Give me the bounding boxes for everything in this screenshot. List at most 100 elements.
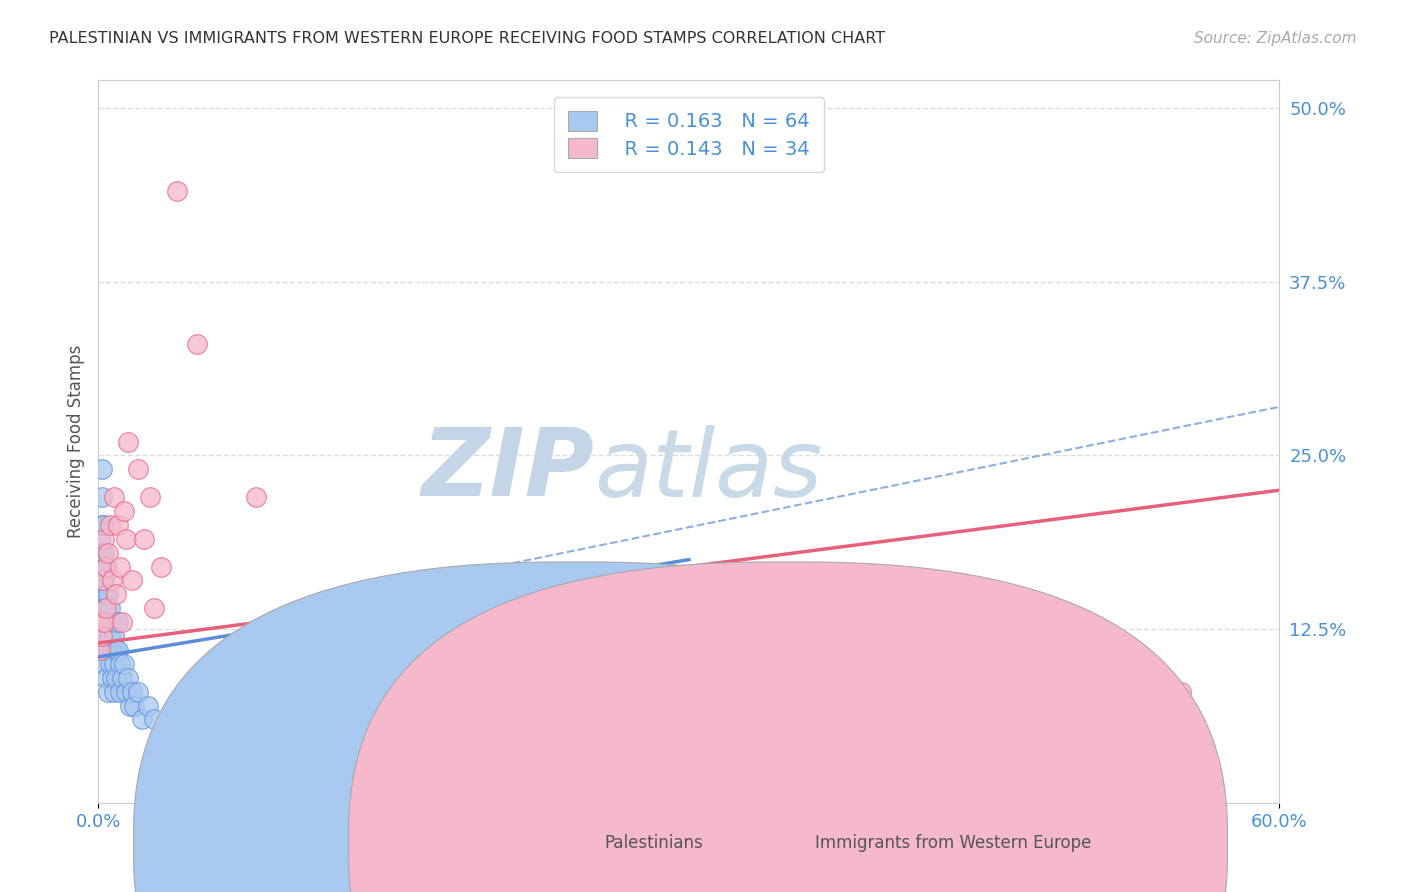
Point [166,185,188,199]
Point [96,559,118,574]
Point [121,684,143,698]
Point [89,643,111,657]
Point [93,517,115,532]
Point [91,629,114,643]
Point [103,657,125,671]
Point [93,546,115,560]
Point [142,601,165,615]
Point [96,615,118,630]
Point [97,615,120,630]
Point [225,768,247,782]
Point [112,657,135,671]
Point [186,337,208,351]
Point [91,490,114,504]
Point [245,490,267,504]
Point [520,781,543,796]
Point [103,629,125,643]
Point [91,629,114,643]
Point [98,629,121,643]
Point [107,517,129,532]
Point [108,559,131,574]
Text: Immigrants from Western Europe: Immigrants from Western Europe [815,834,1092,852]
Point [91,546,114,560]
Point [112,504,135,518]
Point [105,643,128,657]
Point [91,574,114,588]
Point [166,740,188,755]
Point [107,643,129,657]
Point [93,601,115,615]
Point [101,671,124,685]
Point [157,740,180,755]
Point [132,532,155,546]
Point [91,462,114,476]
Point [98,517,121,532]
Point [93,574,115,588]
Point [121,574,143,588]
Point [103,684,125,698]
Point [91,517,114,532]
Point [89,615,111,630]
Point [1111,643,1133,657]
Point [678,643,700,657]
Point [127,684,149,698]
Point [91,574,114,588]
Point [363,789,385,803]
Point [138,490,160,504]
Point [107,615,129,630]
Point [96,559,118,574]
Point [117,671,139,685]
Point [96,671,118,685]
Point [127,462,149,476]
Point [101,574,124,588]
Point [96,587,118,601]
Point [108,684,131,698]
Point [108,657,131,671]
Point [441,629,464,643]
Point [93,629,115,643]
Text: PALESTINIAN VS IMMIGRANTS FROM WESTERN EUROPE RECEIVING FOOD STAMPS CORRELATION : PALESTINIAN VS IMMIGRANTS FROM WESTERN E… [49,31,886,46]
Point [111,615,134,630]
Point [89,532,111,546]
Point [96,643,118,657]
Text: Source: ZipAtlas.com: Source: ZipAtlas.com [1194,31,1357,46]
Point [122,698,145,713]
Point [97,587,120,601]
Y-axis label: Receiving Food Stamps: Receiving Food Stamps [66,345,84,538]
Point [93,657,115,671]
Point [441,781,464,796]
Legend:   R = 0.163   N = 64,   R = 0.143   N = 34: R = 0.163 N = 64, R = 0.143 N = 34 [554,97,824,172]
Point [98,657,121,671]
Point [93,532,115,546]
Point [89,643,111,657]
Point [91,601,114,615]
Point [875,643,897,657]
Point [89,559,111,574]
Point [97,643,120,657]
Point [150,559,173,574]
Point [101,615,124,630]
Point [115,532,138,546]
Point [1170,684,1192,698]
Point [142,713,165,727]
Point [304,781,326,796]
Point [619,789,641,803]
Point [105,671,128,685]
Point [131,713,153,727]
Point [98,601,121,615]
Point [111,671,134,685]
Point [103,490,125,504]
Point [97,546,120,560]
Point [150,726,173,740]
Point [118,698,141,713]
Point [115,684,138,698]
Point [264,781,287,796]
Point [136,698,159,713]
Point [101,643,124,657]
Point [186,754,208,768]
Point [89,615,111,630]
Point [96,601,118,615]
Point [89,587,111,601]
Text: atlas: atlas [595,425,823,516]
Text: ZIP: ZIP [422,425,595,516]
